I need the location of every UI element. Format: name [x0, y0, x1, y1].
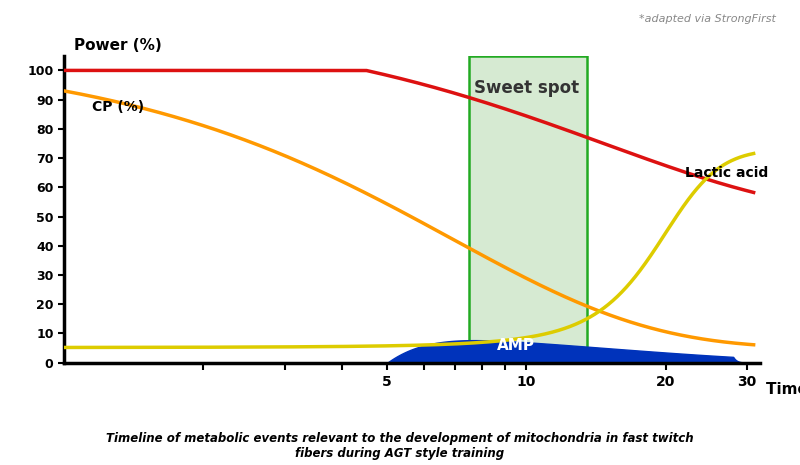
Text: Time (seconds): Time (seconds)	[766, 381, 800, 397]
Text: *adapted via StrongFirst: *adapted via StrongFirst	[639, 14, 776, 24]
Text: Power (%): Power (%)	[74, 38, 162, 53]
Text: AMP: AMP	[497, 338, 535, 352]
Text: Timeline of metabolic events relevant to the development of mitochondria in fast: Timeline of metabolic events relevant to…	[106, 432, 694, 460]
Text: Lactic acid: Lactic acid	[685, 166, 768, 179]
Bar	[469, 56, 586, 363]
Text: CP (%): CP (%)	[92, 100, 144, 113]
Text: Sweet spot: Sweet spot	[474, 79, 579, 97]
